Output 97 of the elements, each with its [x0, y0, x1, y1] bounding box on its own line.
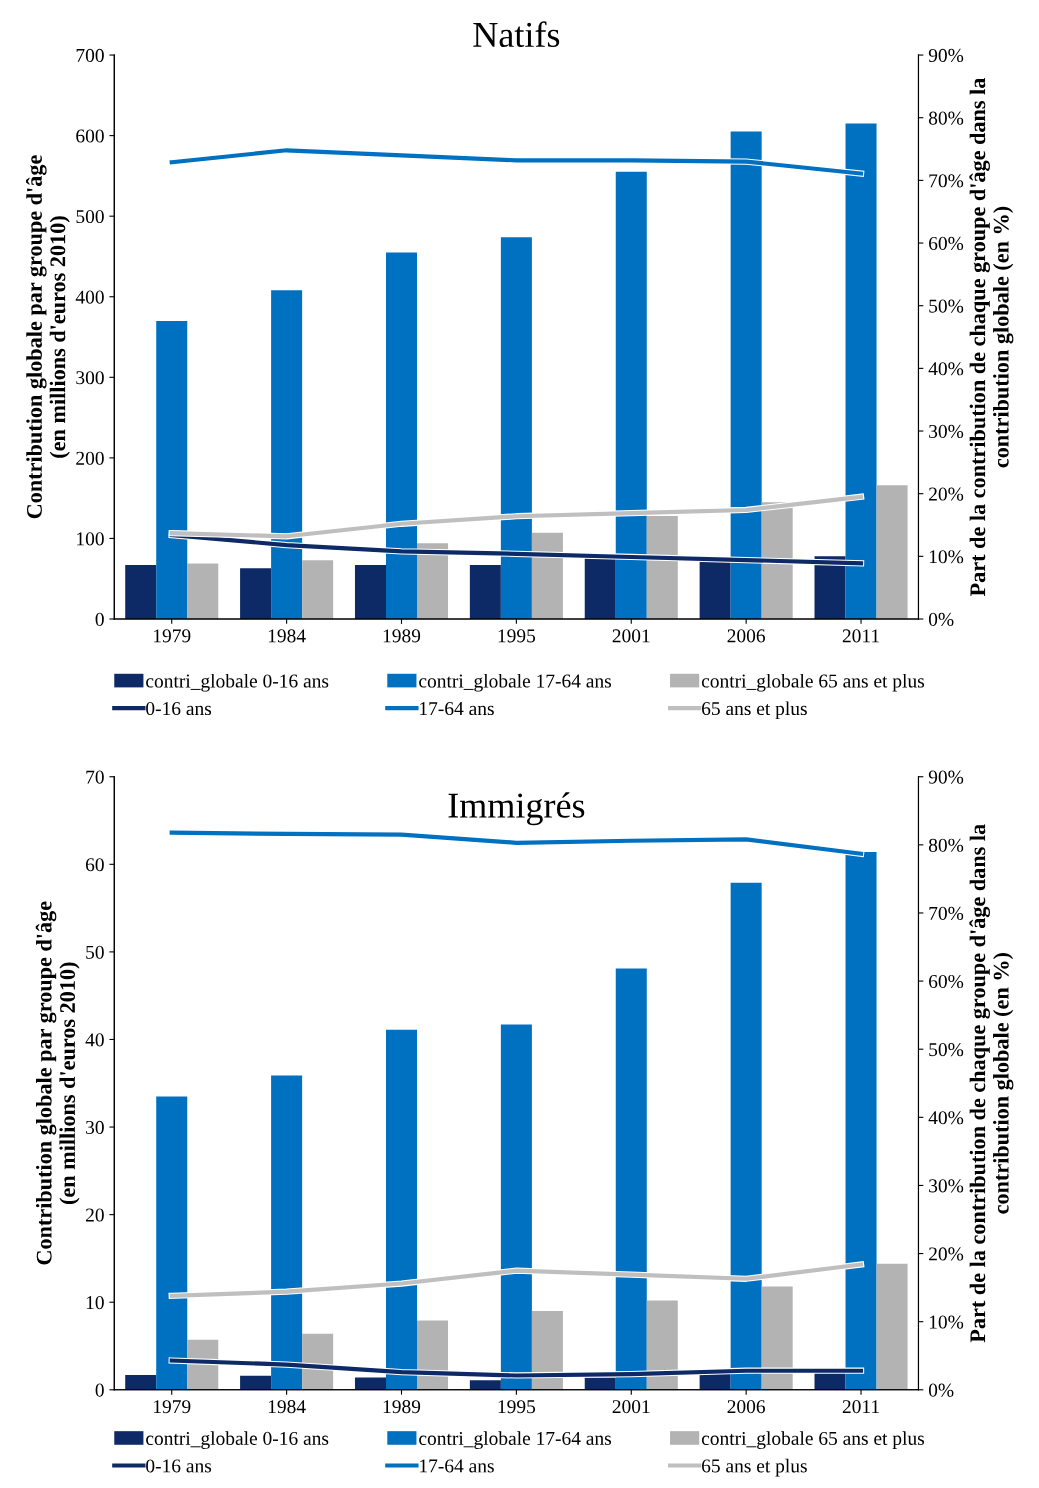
x-tick-label: 1989	[383, 629, 421, 643]
y2-tick-label: 10%	[929, 1315, 964, 1329]
y2-tick-label: 0%	[928, 1383, 954, 1397]
bar	[876, 485, 908, 620]
bar	[125, 1374, 157, 1390]
y-tick-label: 60	[85, 858, 104, 872]
bar	[354, 565, 386, 620]
y2-tick-label: 60%	[929, 236, 964, 251]
bar	[240, 1375, 272, 1390]
bar	[761, 1286, 793, 1390]
y-tick-label: 400	[75, 290, 104, 304]
y-tick-label: 0	[95, 612, 104, 626]
y-tick-label: 40	[85, 1033, 104, 1047]
bar	[187, 563, 219, 620]
bar	[500, 237, 532, 620]
bar	[730, 882, 762, 1390]
x-tick-label: 2006	[727, 1400, 766, 1414]
chart-title: Natifs	[473, 21, 560, 48]
y2-tick-label: 80%	[928, 111, 964, 125]
bar	[271, 290, 303, 620]
bar	[876, 1263, 908, 1390]
x-tick-label: 2001	[612, 629, 650, 643]
x-tick-label: 2011	[842, 1400, 879, 1414]
y-axis-title: Contribution globale par groupe d'âge (en millions d'euros 2010)	[26, 155, 70, 519]
x-tick-label: 1979	[154, 1400, 191, 1414]
y-tick-label: 70	[86, 770, 104, 784]
legend-label: 17-64 ans	[420, 702, 494, 716]
x-tick-label: 1979	[154, 629, 191, 643]
legend-label: 0-16 ans	[146, 701, 212, 716]
x-tick-label: 1989	[383, 1400, 421, 1414]
legend-label: contri_globale 65 ans et plus	[701, 673, 925, 692]
x-tick-label: 2011	[842, 629, 879, 643]
y2-tick-label: 40%	[928, 362, 964, 376]
bar	[240, 568, 272, 620]
y-tick-label: 700	[76, 48, 104, 62]
bar	[615, 968, 647, 1390]
x-tick-label: 1995	[498, 1400, 536, 1414]
legend-label: contri_globale 17-64 ans	[419, 1431, 612, 1449]
legend-label: 17-64 ans	[420, 1459, 494, 1473]
y-tick-label: 0	[95, 1383, 104, 1397]
bar	[385, 252, 418, 620]
y-tick-label: 10	[86, 1296, 104, 1310]
bar	[531, 532, 563, 620]
bar	[615, 171, 647, 620]
bar	[271, 1075, 303, 1390]
bar	[385, 1029, 418, 1390]
y-tick-label: 20	[85, 1208, 104, 1222]
y-axis-title: Contribution globale par groupe d'âge (en millions d'euros 2010)	[35, 901, 80, 1265]
y-tick-label: 300	[76, 371, 104, 385]
y2-tick-label: 30%	[929, 424, 964, 439]
legend-label: contri_globale 65 ans et plus	[701, 1431, 925, 1449]
y2-axis-title: Part de la contribution de chaque groupe d'âge dans la contribution globale (en %)	[969, 77, 1014, 597]
y2-tick-label: 20%	[929, 487, 964, 501]
bar	[531, 1310, 563, 1390]
bar	[417, 543, 449, 620]
line-series	[168, 1261, 865, 1299]
y2-tick-label: 90%	[928, 770, 964, 784]
y2-tick-label: 0%	[928, 612, 954, 627]
chart-title: Immigrés	[448, 792, 585, 826]
bar	[500, 1024, 532, 1390]
bar	[646, 1300, 678, 1390]
y2-tick-label: 80%	[928, 838, 964, 852]
y2-tick-label: 90%	[928, 48, 964, 63]
legend-label: 65 ans et plus	[702, 1458, 807, 1477]
bar	[156, 1096, 188, 1390]
x-tick-label: 2006	[727, 629, 766, 643]
y-tick-label: 600	[76, 129, 104, 143]
bar	[354, 1377, 386, 1390]
y2-tick-label: 50%	[929, 1043, 964, 1057]
y-tick-label: 200	[76, 451, 104, 465]
y2-tick-label: 70%	[929, 174, 964, 188]
y2-tick-label: 40%	[928, 1111, 964, 1125]
x-tick-label: 1984	[268, 1400, 306, 1414]
y2-axis-title: Part de la contribution de chaque groupe d'âge dans la contribution globale (en %)	[969, 824, 1014, 1343]
x-tick-label: 1995	[498, 629, 536, 643]
y2-tick-label: 60%	[929, 974, 964, 989]
y-tick-label: 30	[86, 1120, 104, 1134]
y2-tick-label: 10%	[929, 550, 964, 564]
legend-label: contri_globale 0-16 ans	[146, 673, 329, 692]
y2-tick-label: 30%	[929, 1179, 964, 1193]
legend-label: 65 ans et plus	[702, 701, 807, 720]
bar	[302, 560, 334, 620]
y-tick-label: 50	[86, 945, 104, 959]
y-tick-label: 500	[76, 210, 104, 224]
bar	[125, 565, 157, 620]
y-tick-label: 100	[77, 532, 104, 546]
bar	[469, 1380, 501, 1390]
x-tick-label: 2001	[612, 1400, 650, 1414]
legend-label: 0-16 ans	[146, 1459, 212, 1473]
bar	[156, 320, 188, 620]
bar	[469, 565, 501, 620]
legend-label: contri_globale 0-16 ans	[146, 1431, 329, 1449]
y2-tick-label: 20%	[929, 1247, 964, 1261]
legend-label: contri_globale 17-64 ans	[419, 673, 612, 692]
y2-tick-label: 50%	[929, 299, 964, 313]
x-tick-label: 1984	[268, 629, 306, 643]
y2-tick-label: 70%	[929, 906, 964, 920]
